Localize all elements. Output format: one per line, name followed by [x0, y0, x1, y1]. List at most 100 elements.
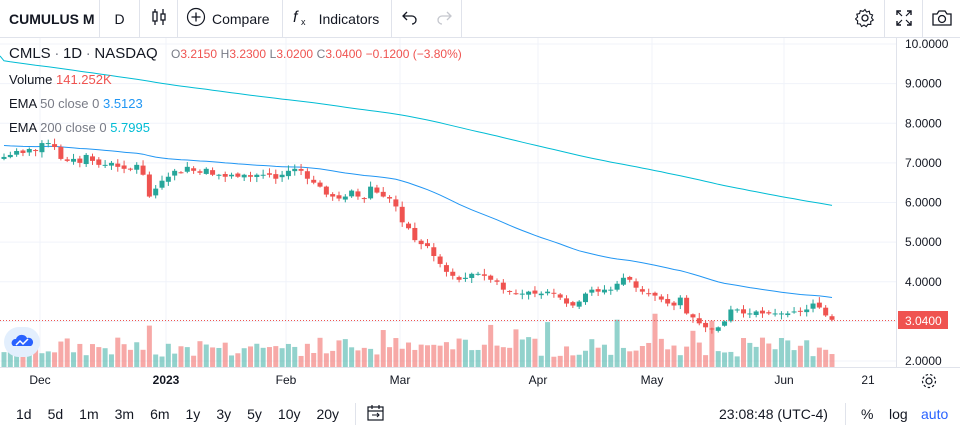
volume-legend[interactable]: Volume 141.252K: [9, 72, 112, 87]
candle-body: [424, 243, 430, 247]
candle-body: [361, 198, 367, 200]
percent-toggle[interactable]: %: [861, 406, 874, 422]
ema50-legend[interactable]: EMA 50 close 0 3.5123: [9, 96, 143, 111]
candle-body: [153, 188, 159, 196]
candle-body: [115, 163, 121, 167]
candle-body: [513, 293, 519, 295]
volume-bar: [829, 354, 835, 367]
undo-icon[interactable]: [401, 8, 419, 29]
range-3y-button[interactable]: 3y: [216, 406, 232, 422]
auto-toggle[interactable]: auto: [921, 406, 949, 422]
volume-bar: [172, 353, 178, 367]
chart-type-button[interactable]: [140, 0, 178, 38]
snapshot-button[interactable]: [922, 0, 960, 38]
volume-bar: [507, 347, 513, 367]
volume-bar: [475, 349, 481, 367]
price-tick-label: 10.0000: [905, 38, 949, 51]
volume-bar: [197, 341, 203, 367]
settings-button[interactable]: [846, 0, 884, 38]
candles: [1, 138, 835, 334]
ema50-path: [3, 145, 833, 298]
low-value: 3.0200: [276, 47, 314, 61]
svg-text:x: x: [301, 17, 306, 27]
candle-body: [469, 273, 475, 278]
range-1y-button[interactable]: 1y: [185, 406, 201, 422]
range-3m-button[interactable]: 3m: [114, 406, 135, 422]
volume-bar: [766, 343, 772, 367]
candle-body: [715, 327, 721, 331]
log-toggle[interactable]: log: [889, 406, 908, 422]
candle-body: [488, 275, 494, 280]
volume-bar: [248, 346, 254, 367]
price-tick-label: 7.0000: [905, 156, 942, 170]
candle-body: [58, 146, 64, 159]
compare-button[interactable]: Compare: [178, 0, 283, 38]
fullscreen-button[interactable]: [884, 0, 922, 38]
volume-bar: [254, 343, 260, 367]
candle-body: [216, 174, 222, 176]
time-axis: Dec 2023 Feb Mar Apr May Jun 21: [29, 373, 875, 387]
redo-icon[interactable]: [435, 8, 453, 29]
calendar-range-icon[interactable]: [366, 404, 386, 425]
range-5d-button[interactable]: 5d: [47, 406, 64, 422]
candle-body: [456, 277, 462, 280]
ema200-legend[interactable]: EMA 200 close 0 5.7995: [9, 120, 150, 135]
volume-bar: [741, 338, 747, 367]
tradingview-logo-icon[interactable]: [4, 327, 40, 357]
candle-body: [406, 223, 412, 229]
clock-time[interactable]: 23:08:48 (UTC-4): [719, 406, 828, 422]
volume-bar: [146, 325, 152, 367]
volume-bar: [456, 338, 462, 367]
volume-bar: [557, 355, 563, 367]
range-10y-button[interactable]: 10y: [277, 406, 301, 422]
volume-bar: [816, 347, 822, 367]
range-1m-button[interactable]: 1m: [79, 406, 99, 422]
candle-body: [614, 283, 620, 290]
candle-body: [102, 164, 108, 166]
ema200-value: 5.7995: [110, 120, 150, 135]
volume-bar: [494, 345, 500, 367]
volume-bar: [336, 340, 342, 367]
candle-body: [71, 158, 77, 162]
volume-bar: [778, 338, 784, 367]
candle-body: [83, 154, 89, 165]
range-6m-button[interactable]: 6m: [150, 406, 170, 422]
legend-ticker: CMLS: [9, 45, 51, 62]
symbol-legend[interactable]: CMLS · 1D · NASDAQ O3.2150 H3.2300 L3.02…: [9, 45, 462, 62]
range-1d-button[interactable]: 1d: [16, 406, 32, 422]
volume-bar: [519, 339, 525, 367]
volume-bar: [89, 344, 95, 367]
volume-bar: [241, 348, 247, 367]
volume-bar: [443, 342, 449, 367]
ema200-path: [0, 55, 833, 206]
volume-bar: [564, 346, 570, 367]
volume-bar: [823, 349, 829, 367]
price-tick-label: 4.0000: [905, 275, 942, 289]
candle-body: [355, 191, 361, 197]
volume-bar: [759, 337, 765, 367]
volume-bar: [361, 347, 367, 367]
interval-button[interactable]: D: [100, 0, 140, 38]
volume-bar: [266, 347, 272, 367]
svg-text:f: f: [293, 9, 299, 26]
volume-bar: [595, 347, 601, 367]
volume-bar: [696, 342, 702, 367]
candle-body: [816, 302, 822, 308]
candle-body: [557, 294, 563, 298]
volume-bar: [665, 349, 671, 367]
volume-bar: [633, 350, 639, 367]
volume-bar: [652, 313, 658, 367]
candle-body: [292, 168, 298, 172]
time-tick-label: 21: [861, 373, 875, 387]
candle-body: [273, 174, 279, 179]
price-chart[interactable]: 10.0000 9.0000 8.0000 7.0000 6.0000 5.0000 4.0…: [0, 38, 960, 395]
volume-bar: [292, 346, 298, 367]
range-5y-button[interactable]: 5y: [247, 406, 262, 422]
candle-body: [1, 156, 7, 159]
candle-body: [507, 290, 513, 292]
range-20y-button[interactable]: 20y: [316, 406, 340, 422]
symbol-search-button[interactable]: CUMULUS M: [0, 0, 100, 38]
volume-bar: [551, 356, 557, 367]
time-tick-label: Feb: [276, 373, 297, 387]
